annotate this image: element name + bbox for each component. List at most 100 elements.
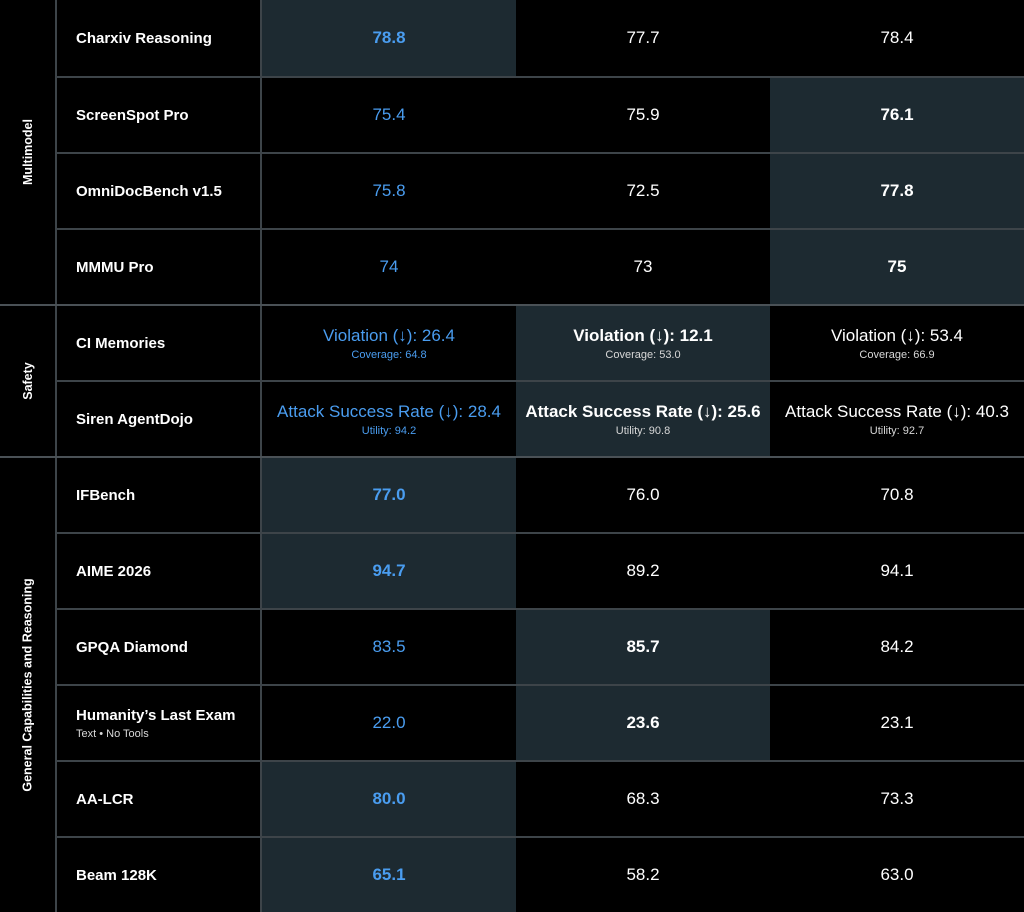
score-value: Attack Success Rate (↓): 25.6	[525, 401, 761, 421]
table-row: IFBench 77.0 76.0 70.8	[56, 458, 1024, 532]
benchmark-label: CI Memories	[56, 306, 260, 380]
benchmark-name: Beam 128K	[76, 866, 157, 884]
score-value: 73.3	[880, 789, 914, 808]
row-divider	[56, 684, 1024, 686]
score-cell-model-3: 75	[770, 230, 1024, 304]
benchmark-name: GPQA Diamond	[76, 638, 188, 656]
score-subvalue: Coverage: 66.9	[859, 348, 935, 361]
benchmark-label: Beam 128K	[56, 838, 260, 912]
benchmark-label: Charxiv Reasoning	[56, 0, 260, 76]
table-row: MMMU Pro 74 73 75	[56, 230, 1024, 304]
score-value: 83.5	[372, 637, 406, 656]
score-value: Attack Success Rate (↓): 40.3	[785, 401, 1009, 421]
score-cell-model-3: Violation (↓): 53.4 Coverage: 66.9	[770, 306, 1024, 380]
benchmark-name: ScreenSpot Pro	[76, 106, 189, 124]
benchmark-label: GPQA Diamond	[56, 610, 260, 684]
score-cell-model-1: 77.0	[262, 458, 516, 532]
score-cell-model-1: Attack Success Rate (↓): 28.4 Utility: 9…	[262, 382, 516, 456]
table-row: AA-LCR 80.0 68.3 73.3	[56, 762, 1024, 836]
score-cell-model-1: 83.5	[262, 610, 516, 684]
group-label-text: Safety	[21, 362, 35, 400]
score-value: 78.8	[372, 28, 406, 47]
row-divider	[56, 228, 1024, 230]
score-value: Attack Success Rate (↓): 28.4	[277, 401, 501, 421]
score-cell-model-1: 80.0	[262, 762, 516, 836]
score-cell-model-2: 77.7	[516, 0, 770, 76]
score-value: 77.0	[372, 485, 406, 504]
score-value: 58.2	[626, 865, 660, 884]
score-value: 94.7	[372, 561, 406, 580]
benchmark-label: MMMU Pro	[56, 230, 260, 304]
score-cell-model-3: 70.8	[770, 458, 1024, 532]
score-value: Violation (↓): 26.4	[323, 325, 455, 345]
section-divider	[0, 304, 1024, 306]
score-value: 78.4	[880, 28, 914, 47]
group-label-text: General Capabilities and Reasoning	[21, 578, 36, 792]
row-divider	[56, 532, 1024, 534]
table-row: GPQA Diamond 83.5 85.7 84.2	[56, 610, 1024, 684]
score-cell-model-2: Violation (↓): 12.1 Coverage: 53.0	[516, 306, 770, 380]
benchmark-name: OmniDocBench v1.5	[76, 182, 222, 200]
group-label-text: Multimodel	[21, 119, 35, 185]
score-value: 75.4	[372, 105, 406, 124]
score-value: 77.7	[626, 28, 660, 47]
benchmark-label: Siren AgentDojo	[56, 382, 260, 456]
score-cell-model-1: 75.4	[262, 78, 516, 152]
score-value: Violation (↓): 12.1	[573, 325, 713, 345]
score-cell-model-1: Violation (↓): 26.4 Coverage: 64.8	[262, 306, 516, 380]
score-value: 77.8	[880, 181, 914, 200]
score-cell-model-2: 85.7	[516, 610, 770, 684]
table-row: ScreenSpot Pro 75.4 75.9 76.1	[56, 78, 1024, 152]
score-cell-model-3: 84.2	[770, 610, 1024, 684]
score-cell-model-3: 63.0	[770, 838, 1024, 912]
score-cell-model-2: 23.6	[516, 686, 770, 760]
score-value: 75.9	[626, 105, 660, 124]
benchmark-name: Humanity’s Last Exam	[76, 706, 236, 724]
row-divider	[56, 760, 1024, 762]
benchmark-name: AIME 2026	[76, 562, 152, 580]
score-value: 75	[887, 257, 907, 276]
score-value: 85.7	[626, 637, 660, 656]
score-value: 94.1	[880, 561, 914, 580]
table-row: CI Memories Violation (↓): 26.4 Coverage…	[56, 306, 1024, 380]
benchmark-label: ScreenSpot Pro	[56, 78, 260, 152]
table-row: AIME 2026 94.7 89.2 94.1	[56, 534, 1024, 608]
group-label-multimodel: Multimodel	[0, 0, 56, 304]
score-cell-model-2: 58.2	[516, 838, 770, 912]
row-divider	[56, 836, 1024, 838]
score-value: 72.5	[626, 181, 660, 200]
benchmark-label: AA-LCR	[56, 762, 260, 836]
group-label-general: General Capabilities and Reasoning	[0, 458, 56, 912]
score-value: 84.2	[880, 637, 914, 656]
score-value: 80.0	[372, 789, 406, 808]
score-value: 23.6	[626, 713, 660, 732]
score-cell-model-3: 78.4	[770, 0, 1024, 76]
score-cell-model-2: 76.0	[516, 458, 770, 532]
score-cell-model-1: 65.1	[262, 838, 516, 912]
section-divider	[0, 456, 1024, 458]
score-value: 73	[633, 257, 653, 276]
score-cell-model-3: 23.1	[770, 686, 1024, 760]
score-cell-model-3: Attack Success Rate (↓): 40.3 Utility: 9…	[770, 382, 1024, 456]
score-cell-model-1: 78.8	[262, 0, 516, 76]
score-value: 68.3	[626, 789, 660, 808]
score-value: 76.0	[626, 485, 660, 504]
score-cell-model-1: 74	[262, 230, 516, 304]
score-cell-model-2: 89.2	[516, 534, 770, 608]
score-subvalue: Utility: 94.2	[361, 424, 417, 437]
table-row: Beam 128K 65.1 58.2 63.0	[56, 838, 1024, 912]
score-value: 65.1	[372, 865, 406, 884]
benchmark-label: Humanity’s Last Exam Text • No Tools	[56, 686, 260, 760]
row-divider	[56, 380, 1024, 382]
score-value: 75.8	[372, 181, 406, 200]
score-value: 76.1	[880, 105, 914, 124]
benchmark-label: IFBench	[56, 458, 260, 532]
score-value: Violation (↓): 53.4	[831, 325, 963, 345]
score-value: 74	[379, 257, 399, 276]
score-value: 63.0	[880, 865, 914, 884]
table-row: Humanity’s Last Exam Text • No Tools 22.…	[56, 686, 1024, 760]
score-value: 70.8	[880, 485, 914, 504]
score-subvalue: Utility: 92.7	[869, 424, 925, 437]
row-divider	[56, 152, 1024, 154]
